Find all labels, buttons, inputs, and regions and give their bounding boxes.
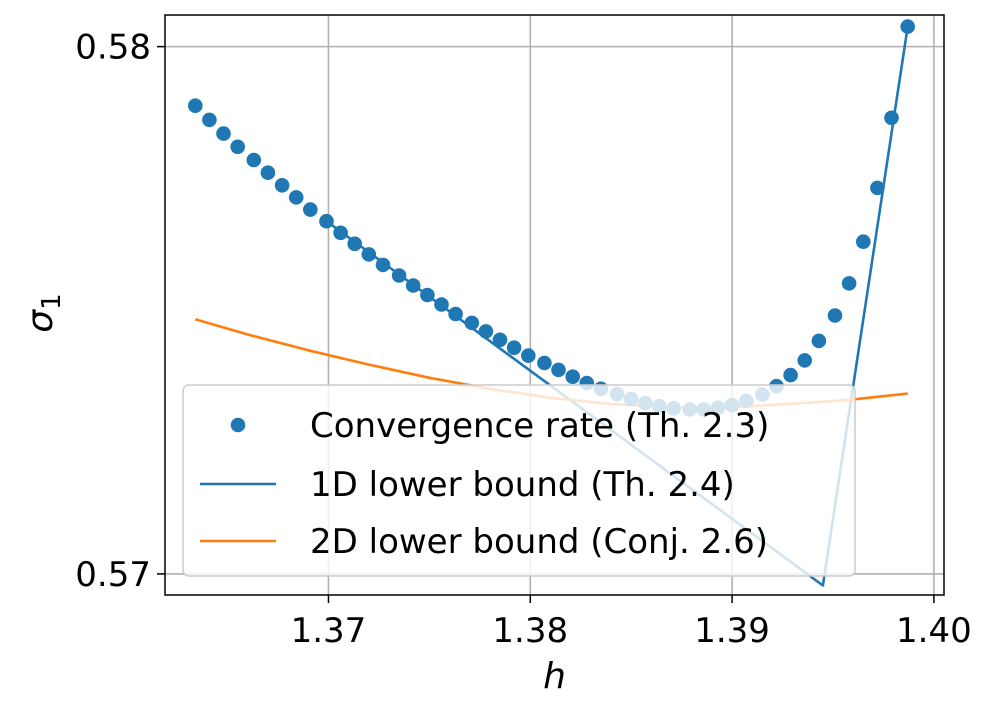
scatter-point	[783, 367, 798, 383]
plot-frame	[164, 14, 945, 596]
legend-label: 1D lower bound (Th. 2.4)	[310, 465, 735, 505]
scatter-point	[420, 287, 435, 303]
scatter-point	[884, 110, 899, 126]
scatter-point	[565, 369, 580, 385]
scatter-point	[288, 190, 304, 205]
scatter-point	[870, 180, 885, 196]
scatter-point	[537, 355, 552, 371]
x-tick-label: 1.38	[492, 611, 568, 651]
scatter-point	[319, 213, 334, 229]
axis-ticks: 1.37 1.38 1.39 1.40 0.57 0.58	[75, 28, 971, 651]
scatter-point	[448, 306, 463, 322]
y-axis-label-main: σ	[20, 309, 61, 333]
scatter-point	[361, 247, 377, 262]
y-tick-label: 0.57	[75, 555, 151, 595]
x-tick-label: 1.37	[291, 611, 367, 651]
scatter-point	[202, 112, 217, 128]
legend-label: Convergence rate (Th. 2.3)	[310, 406, 769, 446]
scatter-point	[391, 268, 407, 283]
scatter-point	[188, 98, 203, 113]
scatter-point	[492, 332, 508, 348]
scatter-point	[434, 297, 449, 312]
scatter-point	[347, 236, 363, 252]
scatter-point	[478, 324, 494, 339]
scatter-point	[506, 340, 522, 356]
scatter-point	[827, 308, 843, 323]
scatter-point	[260, 165, 276, 180]
scatter-point	[303, 202, 318, 217]
y-axis-label-subscript: 1	[37, 293, 67, 310]
legend: Convergence rate (Th. 2.3) 1D lower bound…	[182, 384, 856, 577]
y-axis-label: σ1	[20, 293, 67, 332]
scatter-point	[375, 257, 391, 273]
x-tick-label: 1.39	[694, 611, 770, 651]
legend-marker-dot	[230, 417, 246, 433]
y-tick-label: 0.58	[75, 28, 151, 68]
legend-box	[182, 384, 856, 577]
scatter-point	[333, 225, 348, 241]
x-tick-label: 1.40	[896, 611, 972, 651]
scatter-point	[811, 333, 827, 349]
series-line-1	[325, 26, 909, 587]
scatter-point	[230, 139, 245, 155]
scatter-point	[405, 278, 421, 293]
scatter-point	[841, 276, 857, 291]
scatter-point	[856, 234, 871, 249]
scatter-point	[216, 126, 231, 141]
scatter-point	[246, 152, 262, 168]
scatter-point	[797, 353, 812, 368]
scatter-point	[900, 19, 915, 34]
x-axis-label: h	[543, 656, 566, 697]
scatter-point	[464, 315, 480, 331]
scatter-point	[551, 362, 566, 378]
scatter-point	[521, 348, 536, 363]
legend-label: 2D lower bound (Conj. 2.6)	[310, 522, 768, 562]
scatter-point	[274, 178, 290, 193]
